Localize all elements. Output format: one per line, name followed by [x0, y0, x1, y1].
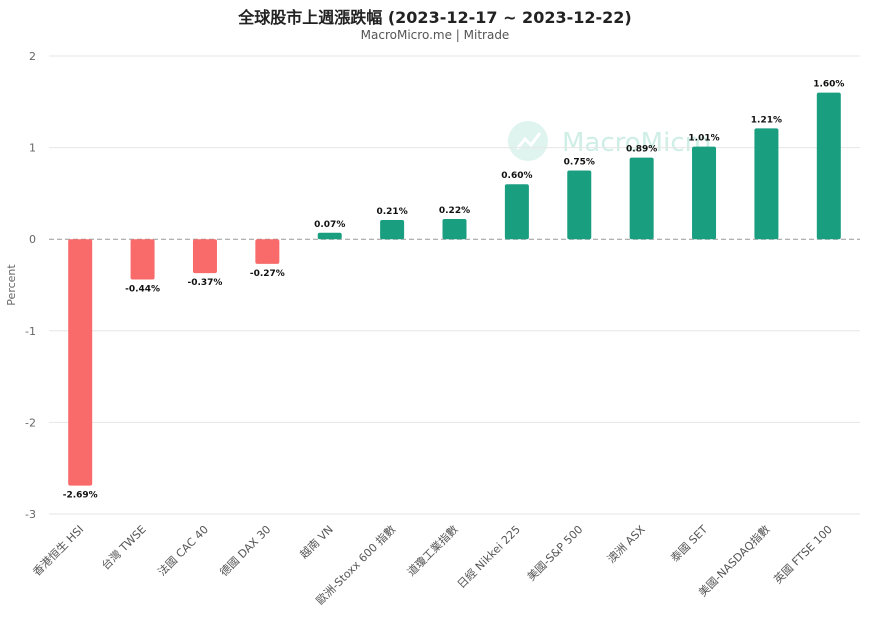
bar[interactable]	[442, 219, 467, 240]
bar[interactable]	[380, 219, 405, 240]
bar[interactable]	[317, 232, 342, 240]
data-label: 0.60%	[501, 171, 532, 181]
data-label: 0.22%	[439, 206, 470, 216]
bar[interactable]	[68, 239, 93, 486]
x-tick-label: 澳洲 ASX	[605, 523, 648, 566]
x-tick-label: 道瓊工業指數	[404, 522, 461, 579]
data-label: -0.27%	[250, 269, 285, 279]
y-tick-label: 0	[29, 233, 36, 246]
bar[interactable]	[504, 184, 529, 240]
bar[interactable]	[130, 239, 155, 280]
bar[interactable]	[567, 170, 592, 240]
data-label: 1.60%	[813, 80, 844, 90]
data-label: 0.07%	[314, 220, 345, 230]
y-tick-label: -2	[25, 416, 36, 429]
data-label: 1.21%	[751, 115, 782, 125]
y-axis-title: Percent	[5, 264, 18, 306]
x-tick-label: 德國 DAX 30	[217, 522, 274, 579]
chart-title: 全球股市上週漲跌幅 (2023-12-17 ~ 2023-12-22)	[238, 8, 632, 27]
watermark-text: MacroMicro	[562, 128, 711, 158]
x-tick-label: 英國 FTSE 100	[771, 522, 835, 586]
y-tick-label: 1	[29, 142, 36, 155]
chart-subtitle: MacroMicro.me | Mitrade	[360, 28, 510, 42]
y-tick-label: 2	[29, 50, 36, 63]
x-tick-label: 法國 CAC 40	[155, 522, 211, 578]
data-label: 1.01%	[688, 134, 719, 144]
bar[interactable]	[816, 92, 841, 240]
watermark-logo: MacroMicro	[508, 121, 711, 161]
y-tick-label: -3	[25, 508, 36, 521]
data-label: 0.89%	[626, 145, 657, 155]
bar[interactable]	[629, 157, 654, 240]
bar[interactable]	[192, 239, 217, 274]
x-tick-label: 台灣 TWSE	[98, 522, 148, 572]
x-tick-label: 越南 VN	[297, 522, 336, 561]
bar[interactable]	[754, 128, 779, 240]
x-tick-label: 泰國 SET	[668, 522, 711, 565]
x-tick-label: 美國-S&P 500	[525, 523, 586, 584]
y-tick-label: -1	[25, 325, 36, 338]
x-tick-label: 香港恒生 HSI	[30, 522, 87, 579]
data-label: -0.37%	[187, 278, 222, 288]
x-tick-label: 日經 Nikkei 225	[454, 522, 523, 591]
data-label: 0.75%	[564, 158, 595, 168]
data-label: 0.21%	[376, 207, 407, 217]
bar[interactable]	[692, 146, 717, 240]
data-label: -0.44%	[125, 285, 160, 295]
bar[interactable]	[255, 239, 280, 264]
watermark-icon-line	[515, 132, 542, 150]
data-label: -2.69%	[63, 491, 98, 501]
